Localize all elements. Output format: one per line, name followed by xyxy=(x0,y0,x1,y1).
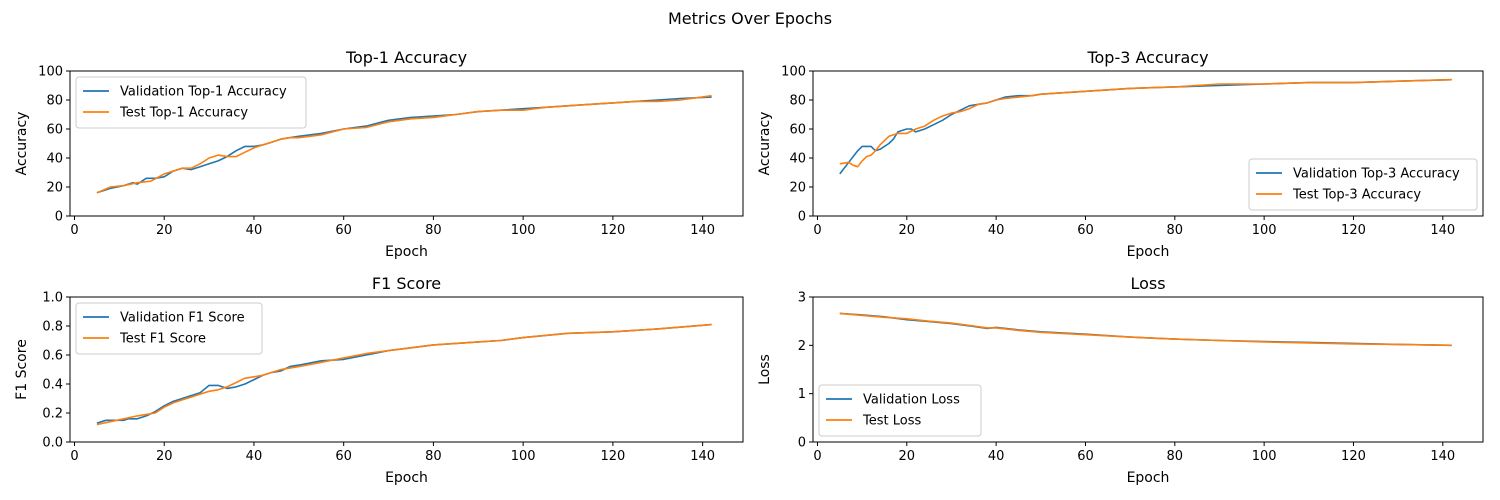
test-f1-score-line xyxy=(96,323,712,426)
f1-score-ylabel: F1 Score xyxy=(14,339,30,400)
top-3-accuracy-xtick-label: 120 xyxy=(1341,223,1366,238)
top-1-accuracy-xtick-label: 100 xyxy=(511,223,536,238)
top-1-accuracy-axes-frame xyxy=(69,70,744,217)
loss-ylabel: Loss xyxy=(757,354,773,385)
top-3-accuracy-title: Top-3 Accuracy xyxy=(1086,48,1208,67)
top-3-accuracy-xtick-label: 60 xyxy=(1077,223,1094,238)
top-3-accuracy-xtick-label: 0 xyxy=(813,223,821,238)
top-3-accuracy-legend-box xyxy=(1248,158,1478,211)
top-1-accuracy-ytick-label: 0 xyxy=(55,210,63,225)
f1-score-xtick-label: 40 xyxy=(246,449,263,464)
top-3-accuracy-xtick-label: 20 xyxy=(899,223,916,238)
loss-legend: Validation Loss Test Loss xyxy=(818,384,982,437)
loss-ytick-label: 0 xyxy=(798,436,806,451)
top-1-accuracy-xtick-label: 0 xyxy=(70,223,78,238)
test-top-1-accuracy-line xyxy=(96,94,712,194)
f1-score-ytick-label: 0.0 xyxy=(42,436,63,451)
f1-score-xtick-label: 60 xyxy=(335,449,352,464)
loss-xtick-label: 60 xyxy=(1077,449,1094,464)
f1-score-ytick-label: 0.2 xyxy=(42,407,63,422)
f1-score-legend: Validation F1 Score Test F1 Score xyxy=(75,302,263,355)
loss-xtick-label: 0 xyxy=(813,449,821,464)
loss-title: Loss xyxy=(1130,274,1165,293)
f1-score-ytick-label: 0.8 xyxy=(42,320,63,335)
f1-score-xlabel: Epoch xyxy=(385,470,428,486)
f1-score-xtick-label: 0 xyxy=(70,449,78,464)
test-top-3-accuracy-legend-label: Test Top-3 Accuracy xyxy=(1292,188,1421,203)
validation-f1-score-legend-label: Validation F1 Score xyxy=(120,311,245,326)
loss-xtick-label: 140 xyxy=(1430,449,1455,464)
loss-xtick-label: 40 xyxy=(988,449,1005,464)
test-loss-line xyxy=(839,312,1452,347)
top-1-accuracy-ytick-label: 60 xyxy=(46,123,63,138)
top-1-accuracy-chart: Top-1 Accuracy 0 20 40 60 80 100 120 140 0 20 40 60 8… xyxy=(14,48,744,260)
top-1-accuracy-title: Top-1 Accuracy xyxy=(345,48,467,67)
test-top-3-accuracy-line xyxy=(839,78,1452,168)
top-1-accuracy-ytick-label: 80 xyxy=(46,94,63,109)
f1-score-xtick-label: 100 xyxy=(511,449,536,464)
top-1-accuracy-ytick-label: 100 xyxy=(38,65,63,80)
loss-legend-box xyxy=(818,384,982,437)
f1-score-xtick-label: 120 xyxy=(600,449,625,464)
top-3-accuracy-ytick-label: 60 xyxy=(789,123,806,138)
f1-score-ytick-label: 0.4 xyxy=(42,378,63,393)
loss-ytick-label: 3 xyxy=(798,291,806,306)
top-1-accuracy-legend-box xyxy=(75,76,307,129)
loss-chart: Loss 0 20 40 60 80 100 120 140 0 1 2 3 Epoch Loss Valid… xyxy=(757,274,1484,486)
loss-xtick-label: 120 xyxy=(1341,449,1366,464)
top-3-accuracy-ytick-label: 0 xyxy=(798,210,806,225)
top-3-accuracy-xtick-label: 40 xyxy=(988,223,1005,238)
loss-xtick-label: 80 xyxy=(1167,449,1184,464)
f1-score-ytick-label: 1.0 xyxy=(42,291,63,306)
top-1-accuracy-xtick-label: 40 xyxy=(246,223,263,238)
f1-score-legend-box xyxy=(75,302,263,355)
f1-score-xtick-label: 80 xyxy=(425,449,442,464)
top-3-accuracy-ytick-label: 80 xyxy=(789,94,806,109)
loss-axes-frame xyxy=(812,296,1484,443)
top-1-accuracy-xlabel: Epoch xyxy=(385,244,428,260)
loss-xtick-label: 100 xyxy=(1252,449,1277,464)
top-3-accuracy-xtick-label: 100 xyxy=(1252,223,1277,238)
validation-top-3-accuracy-legend-label: Validation Top-3 Accuracy xyxy=(1293,167,1460,182)
top-1-accuracy-ytick-label: 40 xyxy=(46,152,63,167)
f1-score-xtick-label: 140 xyxy=(690,449,715,464)
figure-suptitle: Metrics Over Epochs xyxy=(668,9,832,28)
top-3-accuracy-ytick-label: 100 xyxy=(781,65,806,80)
loss-ytick-label: 2 xyxy=(798,339,806,354)
validation-top-1-accuracy-legend-label: Validation Top-1 Accuracy xyxy=(120,85,287,100)
top-1-accuracy-legend: Validation Top-1 Accuracy Test Top-1 Accu… xyxy=(75,76,307,129)
f1-score-xtick-label: 20 xyxy=(156,449,173,464)
top-1-accuracy-ylabel: Accuracy xyxy=(14,112,30,176)
top-3-accuracy-ylabel: Accuracy xyxy=(757,112,773,176)
loss-ytick-label: 1 xyxy=(798,387,806,402)
loss-xtick-label: 20 xyxy=(899,449,916,464)
top-3-accuracy-ytick-label: 20 xyxy=(789,181,806,196)
top-3-accuracy-chart: Top-3 Accuracy 0 20 40 60 80 100 120 140 0 20 40 60 8… xyxy=(757,48,1484,260)
f1-score-title: F1 Score xyxy=(372,274,441,293)
f1-score-ytick-label: 0.6 xyxy=(42,349,63,364)
top-3-accuracy-xlabel: Epoch xyxy=(1127,244,1170,260)
f1-score-axes-frame xyxy=(69,296,744,443)
top-3-accuracy-xtick-label: 140 xyxy=(1430,223,1455,238)
f1-score-chart: F1 Score 0 20 40 60 80 100 120 140 0.0 0.2 0.4 0.6 0.… xyxy=(14,274,744,486)
top-1-accuracy-xtick-label: 20 xyxy=(156,223,173,238)
top-1-accuracy-xtick-label: 120 xyxy=(600,223,625,238)
test-loss-legend-label: Test Loss xyxy=(862,414,921,429)
top-1-accuracy-xtick-label: 140 xyxy=(690,223,715,238)
loss-xlabel: Epoch xyxy=(1127,470,1170,486)
top-3-accuracy-legend: Validation Top-3 Accuracy Test Top-3 Accu… xyxy=(1248,158,1478,211)
top-3-accuracy-ytick-label: 40 xyxy=(789,152,806,167)
test-top-1-accuracy-legend-label: Test Top-1 Accuracy xyxy=(119,106,248,121)
validation-loss-legend-label: Validation Loss xyxy=(863,393,960,408)
top-1-accuracy-xtick-label: 80 xyxy=(425,223,442,238)
top-3-accuracy-axes-frame xyxy=(812,70,1484,217)
top-1-accuracy-ytick-label: 20 xyxy=(46,181,63,196)
top-3-accuracy-xtick-label: 80 xyxy=(1167,223,1184,238)
test-f1-score-legend-label: Test F1 Score xyxy=(119,332,206,347)
top-1-accuracy-xtick-label: 60 xyxy=(335,223,352,238)
